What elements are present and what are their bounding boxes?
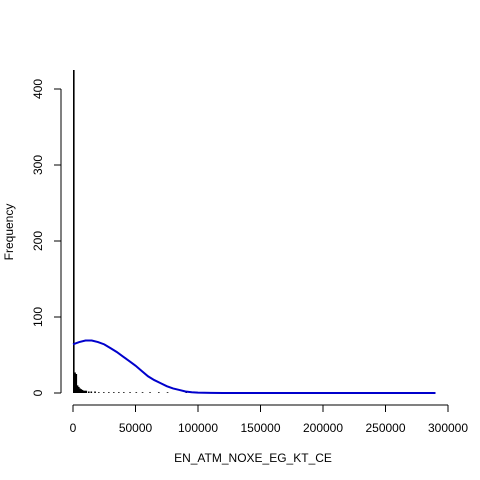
histogram-bar bbox=[85, 390, 88, 393]
histogram-bar bbox=[113, 392, 115, 393]
histogram-bar bbox=[83, 390, 85, 393]
y-tick-label: 0 bbox=[31, 389, 45, 396]
histogram-bar bbox=[75, 374, 78, 393]
histogram-bar bbox=[76, 385, 79, 393]
histogram-bar bbox=[158, 392, 160, 393]
histogram-bar bbox=[81, 389, 84, 393]
histogram-bar bbox=[74, 372, 76, 393]
histogram-bar bbox=[90, 391, 93, 393]
y-tick-label: 200 bbox=[31, 231, 45, 251]
x-axis: 0 50000 100000 150000 200000 250000 300000 bbox=[70, 404, 468, 435]
histogram-bar bbox=[80, 389, 83, 393]
histogram-bar bbox=[185, 392, 188, 393]
histogram-bar bbox=[94, 391, 96, 393]
histogram-bar bbox=[123, 392, 125, 393]
y-tick-label: 100 bbox=[31, 307, 45, 327]
y-axis-title: Frequency bbox=[2, 204, 16, 261]
x-tick-label: 100000 bbox=[178, 421, 218, 435]
histogram-bar bbox=[166, 392, 169, 393]
histogram-bar bbox=[88, 391, 90, 393]
x-tick-label: 200000 bbox=[303, 421, 343, 435]
histogram-bar bbox=[84, 390, 86, 393]
histogram-bar bbox=[141, 392, 144, 393]
y-tick-label: 400 bbox=[31, 79, 45, 99]
density-curve bbox=[72, 339, 436, 394]
histogram-bar bbox=[103, 392, 105, 393]
histogram-bar bbox=[79, 388, 81, 393]
y-axis: 0 100 200 300 400 bbox=[31, 79, 62, 396]
histogram-bar bbox=[78, 386, 80, 393]
x-axis-title: EN_ATM_NOXE_EG_KT_CE bbox=[174, 451, 332, 465]
histogram-bar bbox=[98, 392, 100, 393]
x-tick-label: 300000 bbox=[428, 421, 468, 435]
x-tick-label: 0 bbox=[70, 421, 77, 435]
histogram-bar bbox=[108, 392, 110, 393]
histogram-bar bbox=[118, 392, 120, 393]
x-tick-label: 150000 bbox=[240, 421, 280, 435]
histogram-bar bbox=[73, 70, 75, 393]
histogram-bar bbox=[149, 392, 151, 393]
y-tick-label: 300 bbox=[31, 155, 45, 175]
x-tick-label: 250000 bbox=[365, 421, 405, 435]
x-tick-label: 50000 bbox=[119, 421, 153, 435]
histogram-bar bbox=[129, 392, 131, 393]
histogram-bars bbox=[73, 70, 188, 393]
histogram-bar bbox=[135, 392, 138, 393]
